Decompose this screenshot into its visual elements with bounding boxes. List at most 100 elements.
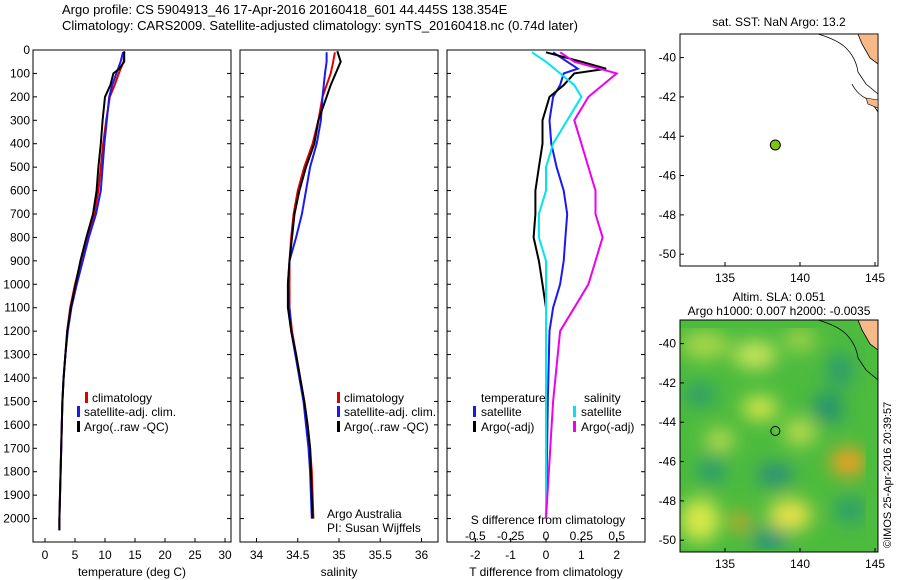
y-tick-label: -40 [659, 337, 677, 351]
legend-label-satellite: satellite-adj. clim. [344, 405, 436, 419]
sst-land-tasmania [857, 33, 879, 65]
x-tick-label: 145 [865, 271, 885, 285]
difference-axis: -2 -1 0 1 2 -0.5 -0.25 0 0.25 0.5 [447, 49, 645, 562]
sst-land-island [865, 97, 879, 109]
temperature-xlabel: temperature (deg C) [78, 565, 186, 579]
sla-blob [698, 454, 726, 486]
sla-blob [834, 496, 866, 524]
y-tick-label: -48 [659, 494, 677, 508]
y-tick-label: 1900 [3, 488, 30, 502]
legend-group-temperature: temperature [481, 391, 546, 405]
x-tick-label: 1 [578, 548, 585, 562]
difference-xlabel-top: S difference from climatology [471, 513, 626, 527]
legend-swatch-satellite [77, 406, 80, 417]
sla-land-coast [817, 320, 878, 381]
figure-title-line-2: Climatology: CARS2009. Satellite-adjuste… [62, 18, 578, 33]
y-tick-label: -46 [659, 169, 677, 183]
x-tick-label: 140 [790, 557, 810, 571]
sst-float-marker [769, 139, 781, 151]
legend-swatch-temp-argo [473, 421, 476, 432]
series-line [531, 51, 583, 519]
legend-label-temp-argo: Argo(-adj) [481, 420, 534, 434]
temperature-lines [58, 51, 126, 531]
legend-swatch-climatology [85, 392, 88, 403]
y-tick-label: 1200 [3, 324, 30, 338]
sla-heatmap [680, 320, 878, 552]
x-tick-label: 15 [128, 548, 142, 562]
sla-blob [830, 448, 866, 476]
y-tick-label: 1800 [3, 465, 30, 479]
x-tick-label: 35.5 [369, 548, 393, 562]
y-tick-label: 1000 [3, 277, 30, 291]
salinity-axis: 34 34.5 35 35.5 36 [240, 49, 438, 562]
salinity-lines [286, 50, 342, 519]
x-tick-label: 10 [98, 548, 112, 562]
legend-swatch-temp-satellite [473, 406, 476, 417]
legend-swatch-climatology [337, 392, 340, 403]
sla-blob [784, 328, 816, 352]
difference-lines [531, 51, 619, 519]
x-tick-label: -1 [505, 548, 516, 562]
x-tick-label: 135 [715, 271, 735, 285]
sla-blob [742, 396, 778, 420]
y-tick-label: 700 [10, 207, 30, 221]
x-tick-label: 0 [543, 548, 550, 562]
x-tick-label: -2 [470, 548, 481, 562]
y-tick-label: 2000 [3, 512, 30, 526]
credit-group: Argo Australia [327, 507, 402, 521]
y-tick-label: -46 [659, 455, 677, 469]
y-tick-label: 1700 [3, 441, 30, 455]
y-tick-label: 500 [10, 160, 30, 174]
sla-blob [752, 530, 788, 550]
y-tick-label: 0 [23, 43, 30, 57]
sla-map-frame [679, 319, 879, 553]
series-line [545, 51, 619, 519]
legend-label-climatology: climatology [344, 391, 404, 405]
y-tick-label: 200 [10, 90, 30, 104]
y-tick-label: 300 [10, 113, 30, 127]
y-tick-label: -44 [659, 415, 677, 429]
legend-swatch-argo [77, 421, 80, 432]
sla-blob [768, 499, 812, 531]
y-tick-label: 1600 [3, 418, 30, 432]
x-tick-label: 0 [42, 548, 49, 562]
legend-label-satellite: satellite-adj. clim. [84, 405, 176, 419]
x-tick-label: 0.25 [570, 529, 594, 543]
temperature-panel [32, 49, 232, 543]
series-line [58, 51, 126, 531]
x-tick-label: 36 [415, 548, 429, 562]
series-line [286, 52, 328, 519]
sla-map-title-line-2: Argo h1000: 0.007 h2000: -0.0035 [688, 304, 871, 318]
x-tick-label: 145 [865, 557, 885, 571]
difference-legend: temperature salinity satellite Argo(-adj… [473, 391, 634, 434]
sla-blobs [680, 328, 866, 550]
x-tick-label: 5 [72, 548, 79, 562]
y-tick-label: -50 [659, 533, 677, 547]
x-tick-label: 0 [543, 529, 550, 543]
y-tick-label: -40 [659, 51, 677, 65]
legend-swatch-sal-argo [573, 421, 576, 432]
sla-map-axis: 135 140 145 -40 -42 -44 -46 -48 -50 [659, 337, 886, 571]
legend-label-argo: Argo(..raw -QC) [84, 420, 169, 434]
x-tick-label: 20 [158, 548, 172, 562]
legend-swatch-sal-satellite [573, 406, 576, 417]
legend-swatch-satellite [337, 406, 340, 417]
sla-blob [681, 331, 729, 359]
sst-land-coast [817, 33, 879, 114]
sst-map-axis: 135 140 145 -40 -42 -44 -46 -48 -50 [659, 51, 886, 285]
y-tick-label: 100 [10, 66, 30, 80]
salinity-legend: climatology satellite-adj. clim. Argo(..… [337, 391, 436, 434]
sla-land-tasmania [857, 320, 878, 351]
sla-blob [706, 428, 734, 452]
y-tick-label: 1300 [3, 348, 30, 362]
legend-group-salinity: salinity [584, 391, 621, 405]
x-tick-label: 34 [250, 548, 264, 562]
difference-xlabel: T difference from climatology [469, 565, 623, 579]
sla-float-marker [770, 425, 781, 436]
x-tick-label: 30 [218, 548, 232, 562]
sla-blob [684, 383, 716, 407]
legend-label-sal-argo: Argo(-adj) [581, 420, 634, 434]
y-tick-label: -42 [659, 90, 677, 104]
x-tick-label: 34.5 [286, 548, 310, 562]
sst-map-frame [679, 33, 879, 267]
